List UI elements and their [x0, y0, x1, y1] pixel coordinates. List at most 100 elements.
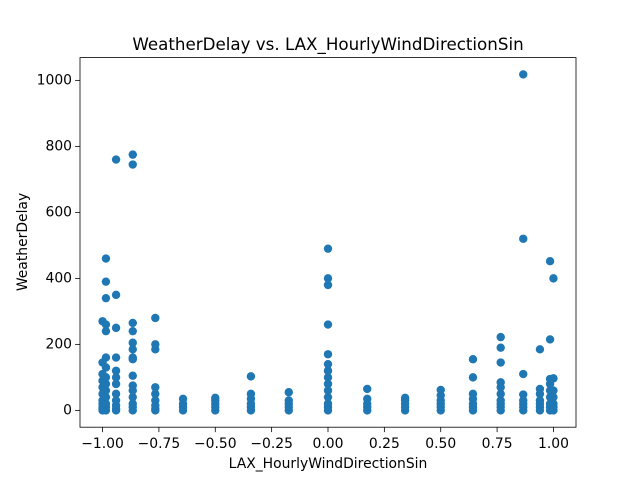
point [549, 374, 558, 383]
point [496, 378, 505, 387]
point [323, 392, 333, 402]
point [323, 366, 333, 375]
point [468, 373, 478, 382]
point [128, 381, 137, 390]
point [151, 389, 160, 399]
point [519, 70, 528, 79]
point [323, 359, 333, 369]
point [128, 338, 137, 347]
point [549, 399, 558, 408]
point [323, 280, 333, 290]
point [284, 396, 293, 405]
point [519, 396, 528, 405]
point [545, 257, 555, 266]
point [101, 326, 111, 336]
point [246, 372, 256, 381]
x-tick-label: 0.25 [369, 436, 400, 452]
point [151, 383, 160, 392]
point [400, 393, 410, 403]
x-tick-label: −0.50 [194, 436, 237, 452]
y-tick-label: 200 [45, 336, 72, 352]
point [111, 323, 121, 333]
point [323, 320, 333, 329]
point [549, 386, 558, 395]
x-axis-label: LAX_HourlyWindDirectionSin [229, 456, 428, 472]
point [111, 396, 121, 405]
point [535, 384, 545, 394]
point [111, 366, 121, 375]
point [535, 345, 545, 354]
point [101, 254, 111, 263]
point [549, 392, 558, 402]
x-tick-label: 1.00 [538, 436, 569, 452]
point [519, 234, 528, 243]
point [111, 155, 121, 164]
point [101, 392, 111, 402]
point [128, 399, 137, 408]
point [549, 274, 558, 283]
x-tick-label: 0.50 [425, 436, 456, 452]
point [545, 335, 555, 344]
point [436, 385, 445, 395]
point [284, 388, 293, 397]
x-tick-label: −1.00 [81, 436, 124, 452]
point [101, 386, 111, 395]
point [111, 373, 121, 382]
y-tick-label: 400 [45, 270, 72, 286]
point [128, 160, 137, 169]
point [128, 345, 137, 354]
point [323, 379, 333, 389]
plot-area [98, 70, 558, 415]
point [101, 379, 111, 389]
point [323, 350, 333, 359]
point [151, 313, 160, 323]
point [128, 326, 137, 336]
x-tick-label: 0.00 [313, 436, 344, 452]
x-tick-label: −0.25 [250, 436, 293, 452]
point [468, 389, 478, 399]
point [323, 244, 333, 253]
point [496, 396, 505, 405]
point [111, 290, 121, 300]
y-tick-label: 1000 [37, 72, 72, 88]
point [101, 353, 111, 362]
y-tick-label: 600 [45, 204, 72, 220]
point [128, 392, 137, 402]
point [323, 386, 333, 395]
point [151, 340, 160, 349]
point [468, 355, 478, 364]
point [101, 320, 111, 329]
point [128, 371, 137, 380]
chart-title: WeatherDelay vs. LAX_HourlyWindDirection… [132, 34, 523, 55]
point [101, 373, 111, 382]
point [323, 399, 333, 408]
point [519, 369, 528, 379]
x-tick-label: −0.75 [138, 436, 181, 452]
point [101, 399, 111, 408]
point [111, 379, 121, 389]
point [151, 396, 160, 405]
point [111, 353, 121, 362]
point [496, 332, 505, 342]
point [101, 293, 111, 303]
point [519, 390, 528, 399]
point [496, 358, 505, 367]
point [246, 389, 256, 399]
point [363, 384, 372, 394]
y-tick-label: 0 [63, 402, 72, 418]
point [128, 150, 137, 159]
point [128, 318, 137, 328]
x-tick-label: 0.75 [482, 436, 513, 452]
point [111, 389, 121, 399]
point [535, 396, 545, 405]
point [496, 343, 505, 352]
y-tick-label: 800 [45, 138, 72, 154]
point [101, 277, 111, 286]
point [323, 274, 333, 283]
point [101, 363, 111, 372]
point [178, 394, 188, 404]
point [128, 353, 137, 362]
point [323, 373, 333, 382]
